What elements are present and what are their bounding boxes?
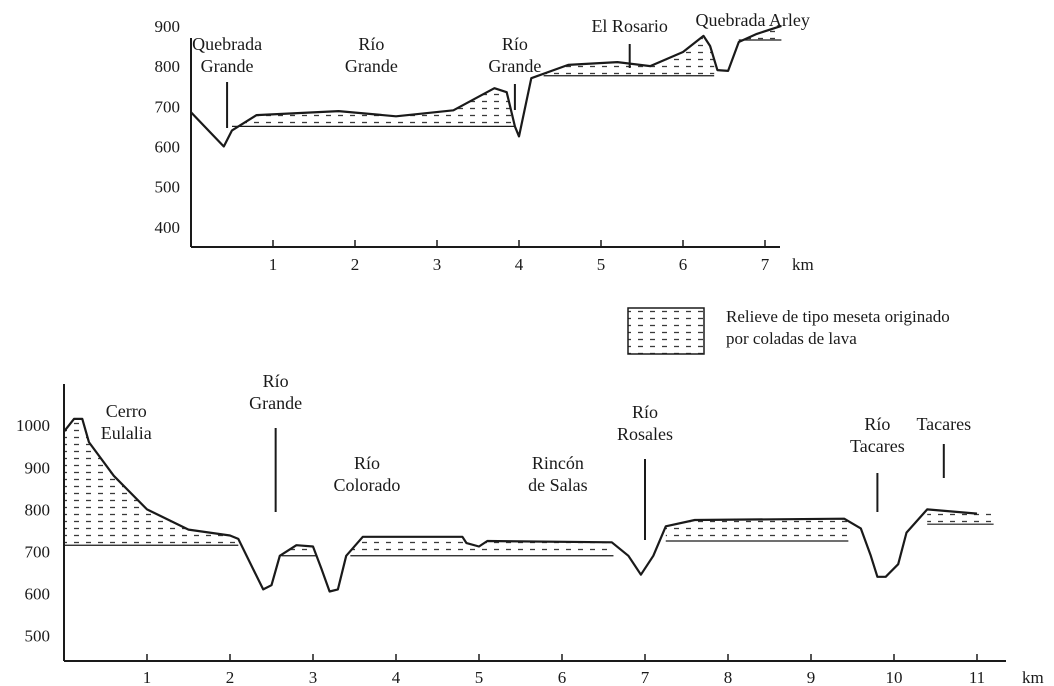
- place-label: Río: [358, 34, 384, 54]
- y-tick-label: 800: [25, 500, 51, 519]
- lava-plateau-area: [64, 418, 239, 546]
- legend-label-line2: por coladas de lava: [726, 329, 857, 348]
- x-tick-label: 4: [392, 668, 401, 686]
- x-axis-unit-label: km: [792, 255, 814, 274]
- place-label: Eulalia: [101, 423, 152, 443]
- x-tick-label: 3: [433, 255, 442, 274]
- place-label: El Rosario: [591, 16, 668, 36]
- x-tick-label: 2: [226, 668, 235, 686]
- place-label: Grande: [345, 56, 398, 76]
- x-tick-label: 8: [724, 668, 733, 686]
- y-tick-label: 800: [155, 57, 181, 76]
- x-tick-label: 5: [475, 668, 484, 686]
- profile-chart-top: 1 2 3 4 5 6 7 km900800700600500400QuebradaGrand…: [155, 10, 814, 274]
- legend: Relieve de tipo meseta originado por col…: [627, 307, 950, 355]
- place-label: Río: [354, 453, 380, 473]
- place-label: Río: [502, 34, 528, 54]
- y-tick-label: 500: [25, 627, 51, 646]
- place-label: Tacares: [916, 414, 971, 434]
- y-tick-label: 600: [155, 138, 181, 157]
- x-tick-label: 10: [886, 668, 903, 686]
- x-tick-label: 6: [679, 255, 688, 274]
- x-tick-label: 9: [807, 668, 816, 686]
- x-axis-unit-label: km: [1022, 668, 1044, 686]
- place-label: Rosales: [617, 424, 673, 444]
- lava-plateau-area: [350, 536, 614, 556]
- place-label: Colorado: [333, 475, 400, 495]
- terrain-profile-line: [190, 24, 782, 148]
- place-label: Grande: [249, 393, 302, 413]
- place-label: Río: [632, 402, 658, 422]
- place-label: Tacares: [850, 436, 905, 456]
- y-tick-label: 900: [25, 458, 51, 477]
- x-tick-label: 2: [351, 255, 360, 274]
- y-tick-label: 600: [25, 585, 51, 604]
- x-tick-label: 6: [558, 668, 567, 686]
- place-label: Río: [864, 414, 890, 434]
- x-tick-label: 1: [143, 668, 152, 686]
- profile-chart-bottom: 1 2 3 4 5 6 7 8 9 10 11 km 1000 900 800 700 600 500 CerroE…: [16, 371, 1044, 686]
- place-label: Río: [263, 371, 289, 391]
- y-tick-label: 1000: [16, 416, 50, 435]
- y-tick-label: 500: [155, 178, 181, 197]
- x-tick-label: 11: [969, 668, 985, 686]
- x-tick-label: 7: [761, 255, 770, 274]
- x-tick-label: 7: [641, 668, 650, 686]
- lava-plateau-area: [665, 518, 849, 541]
- place-label: Grande: [488, 56, 541, 76]
- place-label: Quebrada Arley: [695, 10, 809, 30]
- place-label: de Salas: [528, 475, 587, 495]
- place-label: Rincón: [532, 453, 584, 473]
- lava-plateau-area: [281, 545, 318, 556]
- x-tick-label: 5: [597, 255, 606, 274]
- place-label: Cerro: [106, 401, 147, 421]
- x-tick-label: 3: [309, 668, 318, 686]
- place-label: Quebrada: [192, 34, 262, 54]
- lava-plateau-area: [927, 509, 994, 525]
- terrain-profile-line: [63, 417, 978, 593]
- place-label: Grande: [201, 56, 254, 76]
- legend-swatch: [627, 307, 705, 355]
- x-tick-label: 1: [269, 255, 278, 274]
- lava-plateau-area: [543, 37, 715, 76]
- y-tick-label: 700: [25, 543, 51, 562]
- y-tick-label: 900: [155, 17, 181, 36]
- y-tick-label: 400: [155, 218, 181, 237]
- legend-label-line1: Relieve de tipo meseta originado: [726, 307, 950, 326]
- y-tick-label: 700: [155, 97, 181, 116]
- lava-plateau-area: [232, 88, 515, 127]
- x-tick-label: 4: [515, 255, 524, 274]
